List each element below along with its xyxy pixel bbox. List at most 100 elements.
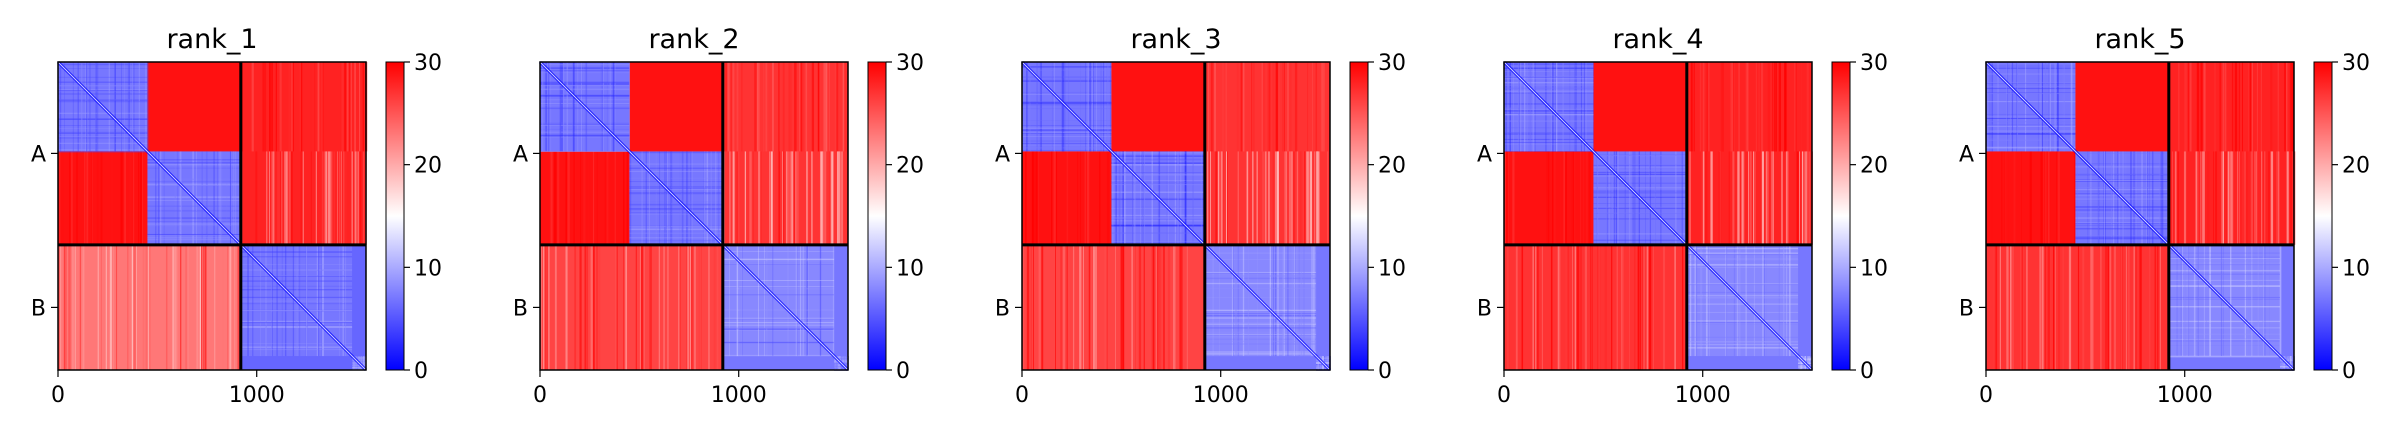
streak bbox=[2284, 62, 2286, 151]
streak bbox=[2159, 245, 2160, 370]
streak bbox=[629, 240, 722, 241]
streak bbox=[680, 245, 681, 370]
streak bbox=[69, 245, 70, 370]
streak bbox=[1986, 86, 2075, 87]
streak bbox=[1277, 151, 1279, 244]
streak bbox=[837, 151, 838, 244]
colorbar-tick-label: 10 bbox=[1378, 256, 1406, 281]
streak bbox=[1593, 213, 1686, 214]
y-tick-label: B bbox=[1477, 296, 1492, 321]
streak bbox=[1593, 168, 1686, 169]
streak bbox=[2090, 245, 2092, 370]
streak bbox=[1986, 114, 2075, 115]
colorbar-tick-label: 0 bbox=[896, 359, 910, 384]
streak bbox=[725, 62, 727, 151]
streak bbox=[667, 245, 669, 370]
streak bbox=[1316, 151, 1318, 244]
streak bbox=[1690, 245, 1691, 356]
streak bbox=[185, 245, 187, 370]
streak bbox=[2042, 62, 2043, 151]
streak bbox=[2012, 62, 2013, 151]
streak bbox=[241, 289, 352, 290]
streak bbox=[1997, 245, 1999, 370]
streak bbox=[1753, 151, 1754, 244]
streak bbox=[1530, 62, 1532, 151]
streak bbox=[357, 151, 359, 244]
streak bbox=[1284, 151, 1286, 244]
streak bbox=[1585, 245, 1586, 370]
streak bbox=[201, 245, 202, 370]
y-tick-label: A bbox=[995, 142, 1010, 167]
streak bbox=[252, 62, 254, 151]
streak bbox=[1040, 62, 1042, 151]
streak bbox=[1986, 118, 2075, 119]
streak bbox=[1689, 151, 1690, 244]
streak bbox=[1730, 62, 1731, 151]
streak bbox=[2141, 151, 2142, 244]
streak bbox=[1111, 152, 1204, 153]
streak bbox=[1504, 68, 1593, 69]
streak bbox=[241, 275, 352, 276]
streak bbox=[1504, 103, 1593, 104]
streak bbox=[1208, 62, 1209, 151]
streak bbox=[1612, 151, 1614, 244]
streak bbox=[147, 225, 240, 226]
streak bbox=[1986, 124, 2075, 125]
streak bbox=[273, 151, 275, 244]
streak bbox=[2139, 245, 2141, 370]
streak bbox=[1986, 131, 2075, 132]
streak bbox=[1134, 151, 1135, 244]
streak bbox=[1593, 233, 1686, 234]
streak bbox=[705, 151, 706, 244]
x-tick-label: 1000 bbox=[711, 383, 767, 408]
x-tick-label: 0 bbox=[51, 383, 65, 408]
streak bbox=[591, 245, 593, 370]
streak bbox=[2075, 189, 2168, 190]
streak bbox=[200, 245, 201, 370]
streak bbox=[1085, 62, 1086, 151]
streak bbox=[1504, 63, 1593, 64]
streak bbox=[134, 245, 136, 370]
streak bbox=[220, 151, 221, 244]
streak bbox=[106, 245, 107, 370]
colorbar-tick-label: 30 bbox=[896, 51, 924, 76]
streak bbox=[1205, 283, 1316, 284]
streak bbox=[1649, 151, 1650, 244]
streak bbox=[1067, 245, 1068, 370]
streak bbox=[629, 214, 722, 215]
streak bbox=[540, 85, 629, 86]
streak bbox=[845, 62, 846, 151]
streak bbox=[1687, 264, 1798, 266]
streak bbox=[355, 151, 357, 244]
streak bbox=[1674, 245, 1675, 370]
streak bbox=[548, 62, 549, 151]
streak bbox=[822, 151, 823, 244]
streak bbox=[548, 245, 550, 370]
streak bbox=[824, 151, 826, 244]
streak bbox=[81, 62, 83, 151]
streak bbox=[2188, 62, 2189, 151]
streak bbox=[2172, 151, 2173, 244]
streak bbox=[769, 151, 770, 244]
streak bbox=[572, 62, 573, 151]
streak bbox=[1314, 151, 1315, 244]
streak bbox=[227, 245, 228, 370]
streak bbox=[1265, 151, 1267, 244]
streak bbox=[1687, 295, 1798, 296]
streak bbox=[1696, 245, 1697, 356]
panel-title: rank_4 bbox=[1612, 24, 1703, 55]
streak bbox=[1593, 203, 1686, 204]
streak bbox=[2010, 245, 2012, 370]
streak bbox=[1986, 82, 2075, 83]
streak bbox=[1112, 151, 1113, 244]
streak bbox=[778, 151, 780, 244]
streak bbox=[563, 62, 564, 151]
streak bbox=[794, 62, 795, 151]
streak bbox=[602, 62, 603, 151]
streak bbox=[1278, 62, 1280, 151]
streak bbox=[823, 62, 824, 151]
streak bbox=[1156, 245, 1157, 370]
streak bbox=[95, 62, 96, 151]
streak bbox=[1504, 120, 1593, 121]
streak bbox=[1179, 245, 1181, 370]
